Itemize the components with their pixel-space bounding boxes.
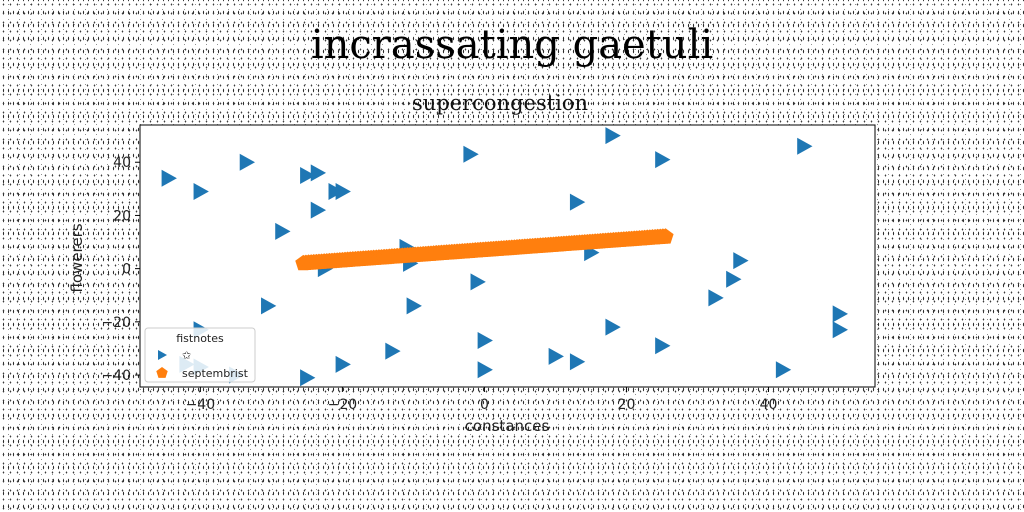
triangle-point-32	[832, 305, 848, 323]
chart-title: supercongestion	[412, 91, 588, 115]
triangle-point-0	[161, 169, 177, 187]
triangle-point-23	[605, 127, 621, 145]
triangle-point-28	[726, 270, 742, 288]
y-tick-label-40: 40	[113, 155, 131, 171]
x-axis: −40 −20 0 20 40	[186, 387, 778, 413]
triangle-point-9	[335, 182, 351, 200]
plot-frame	[139, 124, 876, 388]
x-axis-label: constances	[465, 417, 550, 435]
triangle-point-7	[310, 201, 327, 219]
triangle-point-1	[193, 182, 209, 200]
legend-entries: ✩ septembrist	[156, 349, 249, 380]
legend-marker-0	[158, 350, 167, 360]
triangle-point-2	[239, 153, 256, 171]
y-tick-label-0: 0	[122, 262, 131, 278]
triangle-point-26	[655, 337, 671, 355]
x-tick-label-0: 0	[480, 397, 489, 413]
y-tick-label--40: −40	[101, 368, 131, 384]
x-tick-label--40: −40	[186, 397, 216, 413]
triangle-point-10	[335, 355, 351, 373]
y-tick-label--20: −20	[101, 315, 131, 331]
triangle-point-3	[275, 222, 291, 240]
legend: fistnotes ✩ septembrist	[144, 327, 256, 383]
x-tick-label--20: −20	[328, 397, 358, 413]
triangle-point-27	[708, 289, 724, 307]
legend-label-1: septembrist	[182, 367, 249, 380]
pentagon-point-139	[657, 228, 674, 244]
triangle-point-34	[300, 369, 316, 387]
triangle-point-6	[310, 164, 327, 182]
y-axis-label: flowerers	[68, 223, 86, 292]
triangle-point-25	[655, 151, 671, 169]
triangle-point-20	[569, 193, 586, 211]
y-axis: −40 −20 0 20 40	[101, 155, 140, 384]
triangle-point-4	[261, 297, 277, 315]
triangle-point-14	[406, 297, 422, 315]
legend-box	[144, 327, 256, 383]
triangle-point-19	[548, 347, 564, 365]
triangle-point-17	[477, 331, 493, 349]
triangle-point-31	[797, 137, 813, 155]
legend-title: fistnotes	[176, 332, 224, 345]
triangle-point-29	[733, 252, 749, 270]
triangle-point-30	[775, 361, 792, 379]
x-tick-label-20: 20	[618, 397, 636, 413]
triangle-point-18	[477, 361, 493, 379]
legend-label-0: ✩	[182, 349, 191, 362]
triangle-point-5	[300, 167, 316, 185]
triangle-point-21	[569, 353, 586, 371]
triangle-point-15	[463, 145, 479, 163]
triangle-point-16	[470, 273, 486, 291]
plot-area	[140, 125, 875, 387]
triangle-point-11	[385, 342, 401, 360]
y-tick-label-20: 20	[113, 208, 131, 224]
x-tick-label-40: 40	[760, 397, 778, 413]
triangle-point-33	[832, 321, 848, 339]
data-marks	[161, 127, 848, 387]
triangle-point-24	[605, 318, 621, 336]
legend-marker-1	[156, 367, 168, 378]
figure-title: incrassating gaetuli	[310, 22, 714, 68]
